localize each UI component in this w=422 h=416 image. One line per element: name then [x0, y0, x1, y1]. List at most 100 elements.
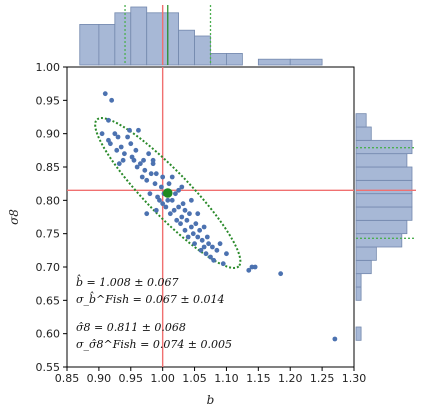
- y-hist-bar: [355, 273, 362, 288]
- scatter-point: [169, 174, 175, 180]
- x-hist-bar: [289, 58, 323, 66]
- scatter-point: [118, 144, 124, 150]
- scatter-point: [204, 234, 210, 240]
- y-tick-label: 0.70: [36, 261, 61, 274]
- scatter-point: [158, 184, 164, 190]
- scatter-point: [157, 197, 162, 203]
- x-hist-bar: [130, 6, 148, 66]
- scatter-point: [99, 131, 105, 137]
- y-tick-label: 0.75: [36, 228, 61, 241]
- scatter-point: [146, 151, 152, 157]
- scatter-point: [198, 247, 204, 253]
- scatter-point: [201, 244, 207, 250]
- mean-point-marker: [162, 188, 173, 198]
- scatter-point: [195, 211, 201, 217]
- scatter-point: [182, 227, 188, 233]
- scatter-point: [166, 181, 172, 187]
- scatter-point: [134, 164, 140, 170]
- scatter-point: [176, 204, 182, 210]
- x-tick-label: 1.15: [246, 372, 271, 385]
- scatter-point: [252, 264, 258, 270]
- scatter-point: [195, 234, 201, 240]
- y-tick-label: 0.65: [36, 294, 61, 307]
- annotation-b-fisher: σ_b̂^Fish = 0.067 ± 0.014: [76, 292, 225, 306]
- scatter-point: [211, 257, 217, 263]
- y-hist-bar: [355, 193, 413, 208]
- scatter-point: [112, 131, 118, 137]
- x-tick-label: 0.95: [119, 372, 144, 385]
- y-hist-bar: [355, 153, 408, 168]
- annotation-b-hat: b̂ = 1.008 ± 0.067: [76, 275, 178, 289]
- scatter-point: [210, 244, 215, 250]
- scatter-point: [114, 147, 120, 153]
- annotation-sigma8-fisher: σ_σ̂8^Fish = 0.074 ± 0.005: [76, 338, 232, 351]
- scatter-points: [99, 91, 338, 342]
- scatter-point: [115, 134, 121, 140]
- scatter-point: [171, 207, 177, 213]
- y-marginal-histogram: [355, 113, 416, 341]
- x-tick-label: 1.30: [342, 372, 367, 385]
- x-hist-bar: [79, 23, 100, 66]
- scatter-point: [136, 127, 141, 133]
- y-tick-label: 1.00: [36, 61, 61, 74]
- y-hist-bar: [355, 326, 362, 341]
- y-hist-bar: [355, 259, 372, 275]
- y-hist-bar: [355, 246, 377, 261]
- scatter-point: [128, 141, 134, 147]
- scatter-point: [199, 237, 205, 243]
- scatter-point: [185, 234, 191, 240]
- scatter-point: [332, 336, 338, 342]
- scatter-point: [246, 267, 252, 273]
- scatter-point: [148, 171, 154, 177]
- scatter-point: [165, 197, 171, 203]
- x-hist-bar: [98, 23, 116, 66]
- x-tick-label: 1.20: [278, 372, 303, 385]
- y-hist-bar: [355, 126, 372, 141]
- scatter-point: [173, 191, 178, 197]
- y-hist-bar: [355, 233, 403, 248]
- x-tick-label: 1.05: [182, 372, 207, 385]
- scatter-point: [188, 197, 194, 203]
- y-hist-bar: [355, 113, 367, 128]
- scatter-point: [125, 134, 130, 140]
- x-tick-label: 0.85: [55, 372, 80, 385]
- x-axis-label: b: [207, 393, 215, 407]
- y-tick-label: 0.95: [36, 94, 61, 107]
- scatter-point: [167, 211, 173, 217]
- y-hist-bar: [355, 219, 408, 235]
- y-hist-bar: [355, 179, 413, 195]
- x-hist-bar: [162, 12, 180, 66]
- fisher-ellipse: [94, 117, 242, 269]
- plot-area: [66, 66, 355, 368]
- scatter-point: [160, 174, 166, 180]
- scatter-point: [214, 247, 220, 253]
- scatter-point: [152, 181, 158, 187]
- scatter-point: [180, 201, 186, 207]
- scatter-point: [278, 271, 284, 277]
- x-hist-bar: [114, 12, 132, 66]
- scatter-point: [106, 117, 111, 123]
- y-hist-bar: [355, 166, 413, 181]
- y-axis-label: σ8: [7, 209, 21, 225]
- scatter-point: [131, 157, 137, 163]
- scatter-point: [127, 127, 132, 133]
- scatter-point: [141, 157, 146, 163]
- scatter-point: [102, 91, 108, 97]
- x-hist-bar: [226, 53, 243, 66]
- y-tick-label: 0.60: [36, 328, 61, 341]
- scatter-point: [188, 224, 194, 230]
- scatter-point: [217, 241, 223, 247]
- x-tick-label: 0.90: [87, 372, 112, 385]
- x-hist-bar: [257, 58, 291, 66]
- x-hist-bar: [194, 35, 211, 66]
- scatter-point: [224, 251, 229, 257]
- scatter-point: [178, 221, 183, 227]
- y-hist-bar: [355, 139, 413, 155]
- scatter-point: [206, 241, 211, 247]
- y-tick-label: 0.55: [36, 361, 61, 374]
- scatter-point: [192, 241, 197, 247]
- scatter-point: [139, 174, 145, 180]
- scatter-point: [116, 161, 122, 167]
- scatter-point: [176, 187, 182, 193]
